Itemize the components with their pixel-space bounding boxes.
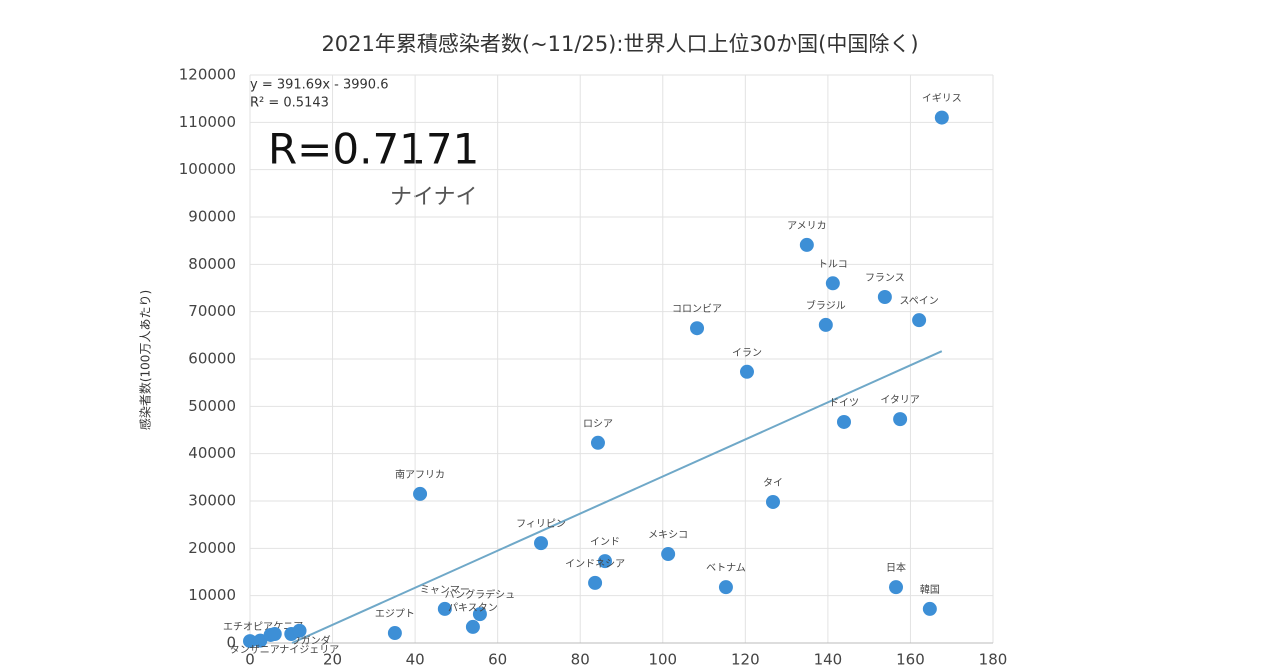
data-point [893, 412, 908, 427]
x-tick-label: 80 [571, 651, 590, 668]
point-label: ミャンマー [420, 585, 470, 596]
data-point [253, 633, 268, 648]
point-label: パキスタン [448, 602, 498, 614]
data-point [690, 321, 705, 336]
trendline [291, 350, 943, 644]
data-point [243, 634, 257, 649]
point-label: フィリピン [516, 518, 566, 530]
x-tick-label: 180 [979, 651, 1008, 668]
data-point [799, 237, 814, 252]
chart-title: 2021年累積感染者数(~11/25):世界人口上位30か国(中国除く) [321, 32, 918, 56]
x-tick-label: 40 [406, 651, 425, 668]
point-label: スペイン [899, 296, 938, 307]
x-tick-label: 160 [896, 651, 925, 668]
data-point [588, 575, 603, 590]
x-tick-label: 100 [648, 651, 677, 668]
data-point [465, 619, 480, 634]
data-point [267, 627, 282, 642]
y-tick-label: 50000 [188, 397, 236, 415]
x-tick-label: 0 [245, 651, 255, 668]
point-label: トルコ [818, 259, 848, 270]
data-point [590, 435, 605, 450]
y-tick-label: 20000 [188, 539, 236, 557]
data-point [825, 276, 840, 291]
point-label: ブラジル [806, 299, 846, 312]
data-point [597, 554, 612, 569]
point-label: メキシコ [648, 530, 688, 541]
data-point [922, 601, 937, 616]
point-label: ベトナム [706, 562, 746, 574]
point-label: インドネシア [565, 558, 625, 570]
y-tick-label: 40000 [188, 444, 236, 462]
annotation: R=0.7171 [268, 125, 479, 174]
data-point [836, 414, 851, 429]
x-tick-label: 140 [814, 651, 843, 668]
point-label: 韓国 [920, 584, 940, 596]
y-tick-label: 80000 [188, 255, 236, 273]
point-label: エチオピア [223, 621, 273, 633]
point-label: ナイジェリア [279, 644, 339, 656]
y-tick-label: 10000 [188, 586, 236, 604]
data-point [718, 580, 733, 595]
annotation: ナイナイ [390, 185, 478, 210]
point-label: アメリカ [787, 220, 827, 232]
data-point [413, 486, 428, 501]
data-point [534, 536, 549, 551]
y-tick-label: 30000 [188, 492, 236, 510]
point-label: ロシア [583, 419, 613, 430]
point-label: タイ [763, 477, 783, 489]
data-point [472, 607, 487, 622]
x-tick-label: 60 [488, 651, 507, 668]
point-label: エジプト [375, 608, 415, 620]
point-label: ドイツ [829, 398, 859, 409]
x-tick-label: 20 [323, 651, 342, 668]
point-label: 日本 [886, 561, 906, 574]
point-label: フランス [865, 272, 905, 284]
point-label: イタリア [880, 394, 920, 406]
y-tick-label: 90000 [188, 208, 236, 226]
data-point [292, 623, 307, 638]
y-tick-label: 100000 [179, 160, 236, 178]
data-point [818, 317, 833, 332]
point-label: インド [590, 537, 620, 548]
data-point [877, 289, 892, 304]
y-tick-label: 0 [226, 634, 236, 652]
point-label: 南アフリカ [395, 468, 445, 481]
data-point [912, 313, 927, 328]
data-point [765, 494, 780, 509]
trend-equation: y = 391.69x - 3990.6 [250, 78, 388, 93]
data-point [739, 364, 754, 379]
data-point [387, 626, 402, 641]
y-axis-label: 感染者数(100万人あたり) [138, 290, 153, 430]
point-label: イギリス [922, 93, 962, 105]
point-label: イラン [732, 347, 762, 359]
point-label: タンザニア [230, 644, 280, 656]
r-squared: R² = 0.5143 [250, 96, 329, 111]
point-label: コロンビア [672, 303, 722, 315]
point-label: バングラデシュ [445, 588, 516, 601]
data-point [437, 601, 452, 616]
y-tick-label: 70000 [188, 302, 236, 320]
y-tick-label: 110000 [179, 113, 236, 131]
data-point [661, 547, 676, 562]
data-point [888, 580, 903, 595]
x-tick-label: 120 [731, 651, 760, 668]
y-tick-label: 60000 [188, 350, 236, 368]
data-point [934, 110, 949, 125]
y-tick-label: 120000 [179, 66, 236, 84]
